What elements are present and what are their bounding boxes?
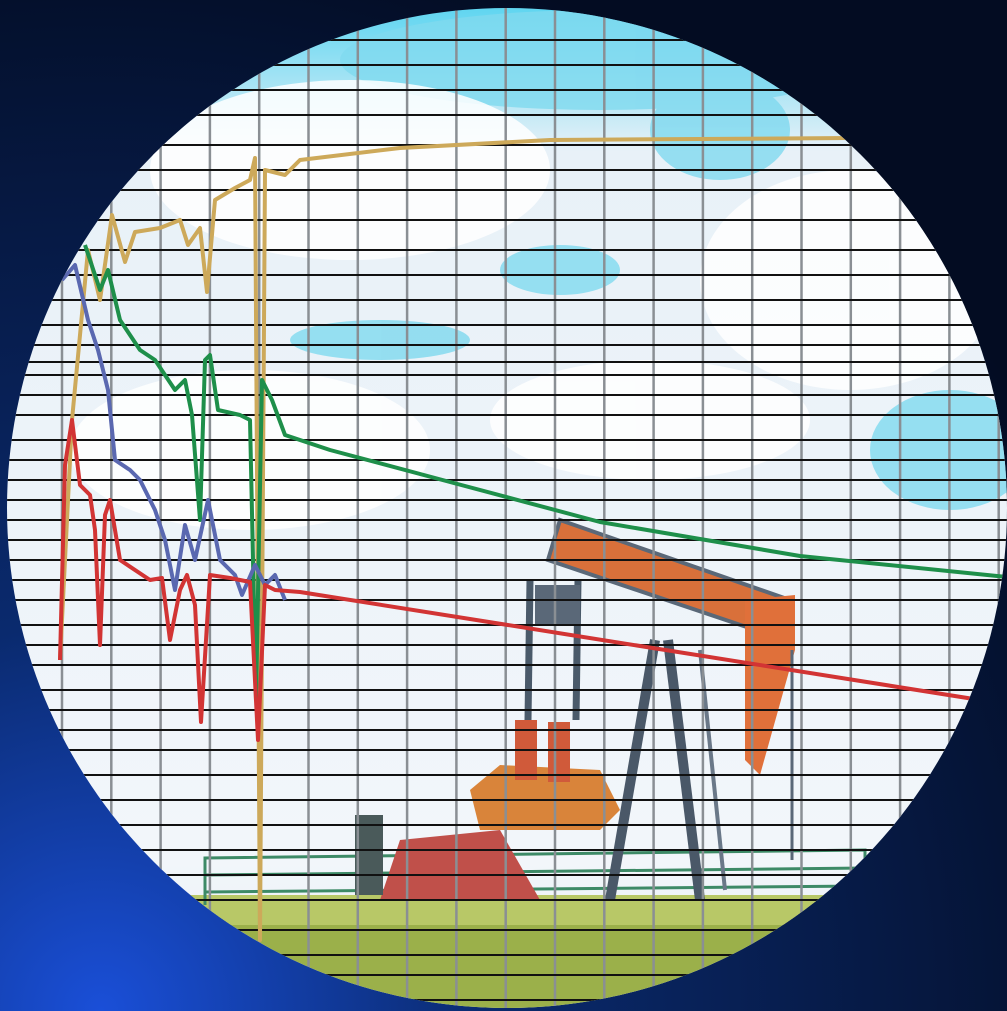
blue-curve — [60, 263, 287, 601]
green-curve — [83, 244, 1007, 702]
gold-curve — [58, 136, 851, 942]
red-curve — [58, 418, 981, 742]
curves — [58, 136, 1007, 942]
